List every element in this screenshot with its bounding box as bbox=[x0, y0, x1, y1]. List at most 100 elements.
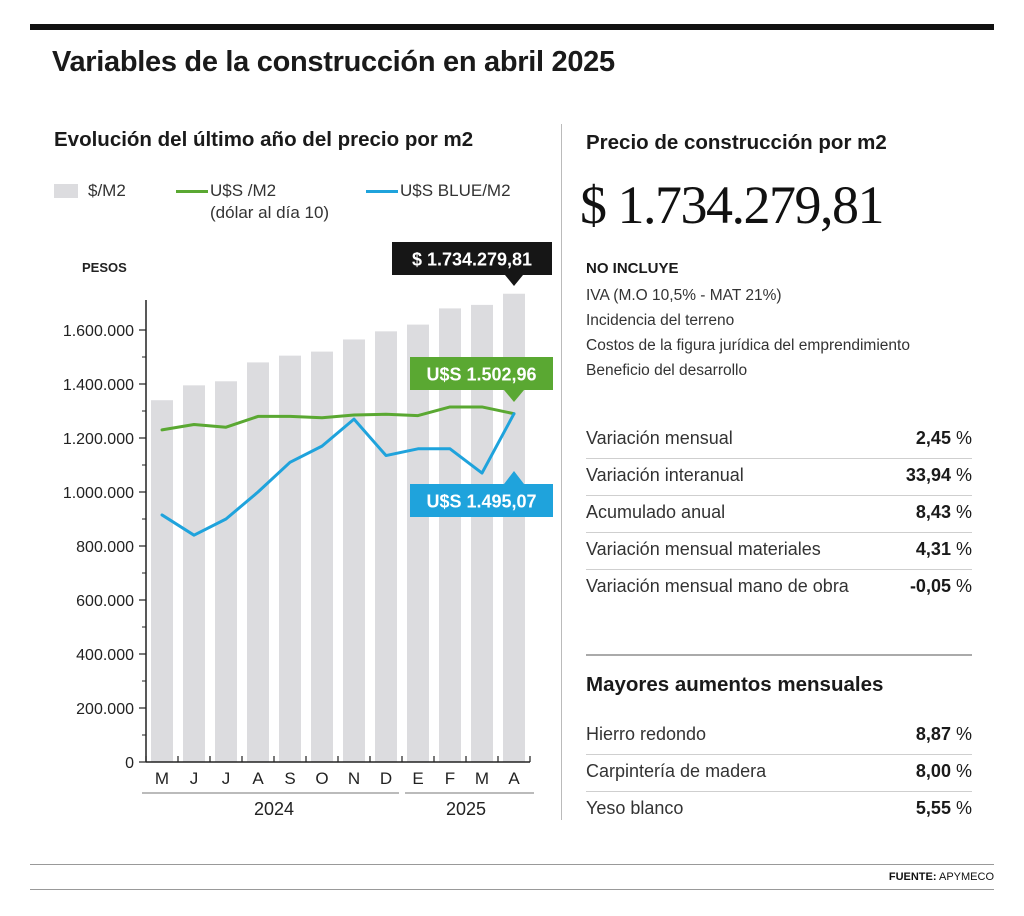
price-section-title: Precio de construcción por m2 bbox=[586, 131, 887, 154]
y-tick-label: 1.200.000 bbox=[63, 431, 134, 448]
legend-item-usd: U$S /M2 (dólar al día 10) bbox=[176, 180, 329, 224]
bar bbox=[375, 331, 397, 762]
chart-title: Evolución del último año del precio por … bbox=[54, 128, 474, 151]
line-usd bbox=[160, 405, 516, 432]
y-axis-title: PESOS bbox=[82, 260, 127, 275]
stat-value: 2,45 % bbox=[915, 428, 972, 448]
callout-pesos-pointer bbox=[505, 275, 523, 286]
bar bbox=[279, 355, 301, 762]
no-incluye-item: Costos de la figura jurídica del emprend… bbox=[586, 337, 910, 354]
stat-label: Variación mensual mano de obra bbox=[586, 576, 849, 596]
stat-row: Variación mensual 2,45 % bbox=[586, 422, 972, 459]
bar bbox=[439, 308, 461, 762]
bar bbox=[183, 385, 205, 762]
aumento-label: Yeso blanco bbox=[586, 798, 684, 818]
aumentos-table: Hierro redondo 8,87 % Carpintería de mad… bbox=[586, 718, 972, 829]
aumento-value: 5,55 % bbox=[915, 798, 972, 818]
legend-item-blue: U$S BLUE/M2 bbox=[366, 180, 511, 202]
callout-blue-text: U$S 1.495,07 bbox=[426, 492, 536, 512]
column-divider bbox=[561, 124, 562, 820]
stat-label: Variación interanual bbox=[586, 465, 744, 485]
aumento-label: Hierro redondo bbox=[586, 724, 707, 744]
top-rule bbox=[30, 24, 994, 30]
x-tick-label: M bbox=[155, 769, 169, 788]
page-title: Variables de la construcción en abril 20… bbox=[52, 46, 615, 78]
aumento-value: 8,00 % bbox=[915, 761, 972, 781]
callout-blue-pointer bbox=[504, 471, 524, 484]
price-value: $ 1.734.279,81 bbox=[580, 175, 885, 235]
legend-item-pesos: $/M2 bbox=[54, 180, 126, 202]
x-tick-label: J bbox=[190, 769, 199, 788]
aumento-row: Yeso blanco 5,55 % bbox=[586, 792, 972, 829]
no-incluye-item: Incidencia del terreno bbox=[586, 312, 735, 329]
no-incluye-list: IVA (M.O 10,5% - MAT 21%) Incidencia del… bbox=[586, 283, 910, 383]
callout-blue-box bbox=[410, 484, 553, 517]
aumento-label: Carpintería de madera bbox=[586, 761, 767, 781]
y-tick-label: 0 bbox=[125, 755, 134, 772]
x-tick-label: A bbox=[508, 769, 520, 788]
y-tick-label: 800.000 bbox=[76, 539, 134, 556]
bar bbox=[343, 339, 365, 762]
stat-value: 33,94 % bbox=[905, 465, 972, 485]
no-incluye-title: NO INCLUYE bbox=[586, 260, 679, 277]
x-tick-label: D bbox=[380, 769, 392, 788]
y-tick-label: 1.000.000 bbox=[63, 485, 134, 502]
legend-label-pesos: $/M2 bbox=[88, 181, 126, 200]
stat-value: 8,43 % bbox=[915, 502, 972, 522]
y-tick-label: 1.400.000 bbox=[63, 377, 134, 394]
x-tick-label: M bbox=[475, 769, 489, 788]
year-label-2024: 2024 bbox=[254, 799, 294, 819]
stat-value: 4,31 % bbox=[915, 539, 972, 559]
bar bbox=[471, 304, 493, 762]
legend-swatch-blue bbox=[366, 190, 398, 193]
no-incluye-item: IVA (M.O 10,5% - MAT 21%) bbox=[586, 287, 782, 304]
legend-sub-usd: (dólar al día 10) bbox=[210, 203, 330, 222]
callout-usd-text: U$S 1.502,96 bbox=[426, 365, 536, 385]
callout-pesos-text: $ 1.734.279,81 bbox=[412, 250, 532, 270]
x-tick-label: A bbox=[252, 769, 264, 788]
stat-label: Variación mensual materiales bbox=[586, 539, 821, 559]
stat-label: Variación mensual bbox=[586, 428, 733, 448]
legend-label-usd: U$S /M2 bbox=[210, 181, 277, 200]
source-credit: FUENTE: APYMECO bbox=[888, 871, 994, 883]
bar bbox=[311, 351, 333, 762]
stat-value: -0,05 % bbox=[909, 576, 972, 596]
x-tick-label: J bbox=[222, 769, 231, 788]
callout-pesos-box bbox=[392, 242, 552, 275]
stat-label: Acumulado anual bbox=[586, 502, 726, 522]
no-incluye-item: Beneficio del desarrollo bbox=[586, 362, 748, 379]
legend-swatch-bar bbox=[54, 184, 78, 198]
year-label-2025: 2025 bbox=[446, 799, 486, 819]
aumentos-title: Mayores aumentos mensuales bbox=[586, 673, 884, 696]
x-tick-label: F bbox=[445, 769, 455, 788]
footer-rule-bottom bbox=[30, 889, 994, 890]
line-blue bbox=[160, 412, 516, 537]
callout-usd-pointer bbox=[504, 390, 524, 402]
stat-row: Variación mensual mano de obra -0,05 % bbox=[586, 570, 972, 607]
stat-row: Variación interanual 33,94 % bbox=[586, 459, 972, 496]
legend-label-blue: U$S BLUE/M2 bbox=[400, 181, 511, 200]
bar bbox=[215, 381, 237, 762]
callout-usd-box bbox=[410, 357, 553, 390]
x-tick-label: O bbox=[315, 769, 328, 788]
aumento-row: Hierro redondo 8,87 % bbox=[586, 718, 972, 755]
y-tick-label: 200.000 bbox=[76, 701, 134, 718]
x-tick-label: N bbox=[348, 769, 360, 788]
legend-swatch-usd bbox=[176, 190, 208, 193]
aumento-row: Carpintería de madera 8,00 % bbox=[586, 755, 972, 792]
y-tick-label: 600.000 bbox=[76, 593, 134, 610]
footer-rule-top bbox=[30, 864, 994, 865]
bar bbox=[247, 362, 269, 762]
stat-row: Acumulado anual 8,43 % bbox=[586, 496, 972, 533]
y-tick-label: 400.000 bbox=[76, 647, 134, 664]
bar bbox=[151, 400, 173, 762]
x-tick-label: S bbox=[284, 769, 295, 788]
aumento-value: 8,87 % bbox=[915, 724, 972, 744]
bar bbox=[407, 324, 429, 762]
bar bbox=[503, 293, 525, 762]
y-tick-label: 1.600.000 bbox=[63, 323, 134, 340]
x-tick-label: E bbox=[412, 769, 423, 788]
stat-row: Variación mensual materiales 4,31 % bbox=[586, 533, 972, 570]
section-divider bbox=[586, 654, 972, 656]
